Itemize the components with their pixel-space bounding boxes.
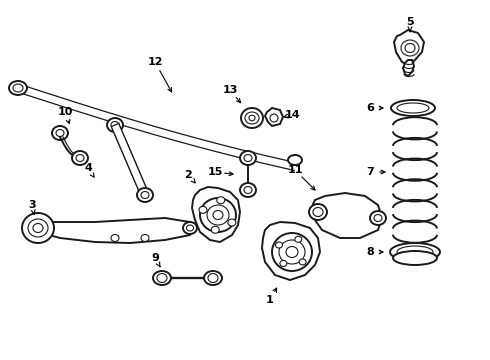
Ellipse shape (391, 100, 435, 116)
Text: 13: 13 (222, 85, 238, 95)
Text: 3: 3 (28, 200, 36, 210)
Ellipse shape (208, 274, 218, 283)
Ellipse shape (275, 242, 283, 248)
Ellipse shape (153, 271, 171, 285)
Ellipse shape (270, 114, 278, 122)
Ellipse shape (272, 233, 312, 271)
Ellipse shape (245, 112, 259, 124)
Ellipse shape (390, 243, 440, 261)
Ellipse shape (286, 247, 298, 257)
Text: 10: 10 (57, 107, 73, 117)
Ellipse shape (28, 219, 48, 237)
Ellipse shape (401, 40, 419, 56)
Polygon shape (312, 193, 382, 238)
Ellipse shape (370, 211, 386, 225)
Ellipse shape (228, 219, 236, 226)
Ellipse shape (397, 246, 433, 258)
Text: 6: 6 (366, 103, 374, 113)
Ellipse shape (204, 271, 222, 285)
Ellipse shape (211, 226, 219, 233)
Text: 5: 5 (406, 17, 414, 27)
Ellipse shape (141, 192, 149, 198)
Ellipse shape (244, 186, 252, 194)
Polygon shape (30, 218, 195, 243)
Ellipse shape (280, 261, 287, 266)
Ellipse shape (279, 240, 305, 264)
Ellipse shape (107, 118, 123, 132)
Ellipse shape (213, 211, 223, 220)
Polygon shape (192, 187, 240, 242)
Ellipse shape (309, 204, 327, 220)
Ellipse shape (187, 225, 194, 231)
Ellipse shape (183, 222, 197, 234)
Text: 11: 11 (287, 165, 303, 175)
Ellipse shape (244, 154, 252, 162)
Polygon shape (265, 108, 283, 126)
Ellipse shape (56, 130, 64, 136)
Text: 14: 14 (284, 110, 300, 120)
Ellipse shape (76, 154, 84, 162)
Ellipse shape (240, 183, 256, 197)
Ellipse shape (9, 81, 27, 95)
Ellipse shape (374, 215, 382, 221)
Text: 12: 12 (147, 57, 163, 67)
Text: 4: 4 (84, 163, 92, 173)
Ellipse shape (157, 274, 167, 283)
Ellipse shape (111, 234, 119, 242)
Ellipse shape (207, 205, 229, 225)
Text: 9: 9 (151, 253, 159, 263)
Polygon shape (403, 60, 414, 76)
Polygon shape (262, 222, 320, 280)
Ellipse shape (241, 108, 263, 128)
Text: 8: 8 (366, 247, 374, 257)
Ellipse shape (52, 126, 68, 140)
Ellipse shape (393, 251, 437, 265)
Ellipse shape (405, 44, 415, 53)
Ellipse shape (217, 197, 225, 204)
Text: 7: 7 (366, 167, 374, 177)
Ellipse shape (111, 122, 119, 129)
Ellipse shape (199, 206, 207, 213)
Ellipse shape (397, 103, 429, 113)
Ellipse shape (200, 198, 236, 232)
Text: 1: 1 (266, 295, 274, 305)
Polygon shape (111, 123, 148, 197)
Text: 2: 2 (184, 170, 192, 180)
Ellipse shape (141, 234, 149, 242)
Ellipse shape (295, 236, 302, 242)
Ellipse shape (249, 115, 255, 121)
Ellipse shape (22, 213, 54, 243)
Ellipse shape (288, 155, 302, 165)
Ellipse shape (240, 151, 256, 165)
Ellipse shape (33, 224, 43, 233)
Text: 15: 15 (207, 167, 222, 177)
Ellipse shape (13, 84, 23, 92)
Ellipse shape (137, 188, 153, 202)
Polygon shape (394, 30, 424, 65)
Ellipse shape (313, 207, 323, 216)
Ellipse shape (299, 259, 306, 265)
Ellipse shape (72, 151, 88, 165)
